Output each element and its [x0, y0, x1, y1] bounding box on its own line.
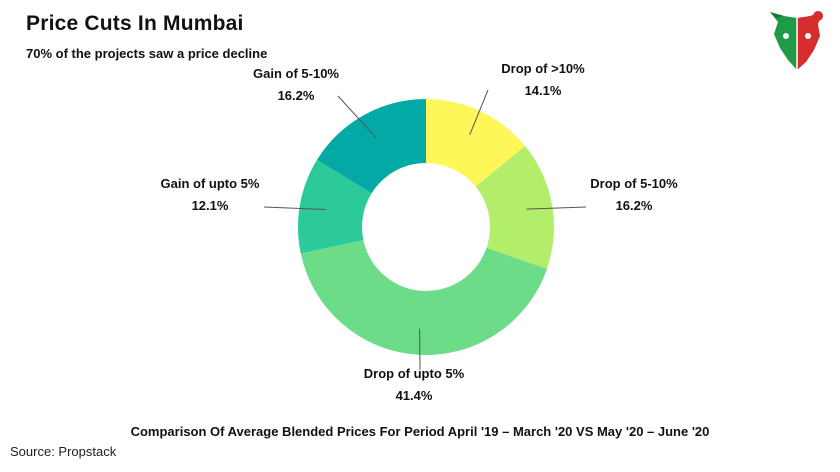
leader-line-1 — [469, 89, 489, 136]
slice-category-label: Drop of upto 5% — [364, 366, 465, 381]
donut-slice-4 — [298, 159, 372, 254]
slice-category-label: Drop of >10% — [501, 61, 585, 76]
chart-title: Price Cuts In Mumbai — [26, 12, 244, 35]
leader-line-5 — [337, 95, 377, 139]
slice-category-label: Gain of 5-10% — [253, 66, 339, 81]
slice-value-label: 12.1% — [192, 198, 229, 213]
donut-slice-5 — [317, 99, 426, 194]
donut-slice-2 — [475, 146, 554, 269]
chart-footer-note: Comparison Of Average Blended Prices For… — [130, 424, 710, 439]
donut-slice-1 — [426, 99, 526, 187]
slice-value-label: 41.4% — [396, 388, 433, 403]
slice-value-label: 16.2% — [616, 198, 653, 213]
chart-subtitle: 70% of the projects saw a price decline — [26, 46, 268, 61]
slice-category-label: Gain of upto 5% — [161, 176, 260, 191]
leader-line-2 — [526, 206, 587, 210]
donut-slice-3 — [300, 240, 547, 355]
slice-value-label: 16.2% — [278, 88, 315, 103]
slice-category-label: Drop of 5-10% — [590, 176, 678, 191]
leader-line-4 — [263, 206, 326, 210]
source-text: Source: Propstack — [10, 444, 117, 459]
slice-value-label: 14.1% — [525, 83, 562, 98]
bull-bear-logo-icon — [770, 11, 823, 70]
